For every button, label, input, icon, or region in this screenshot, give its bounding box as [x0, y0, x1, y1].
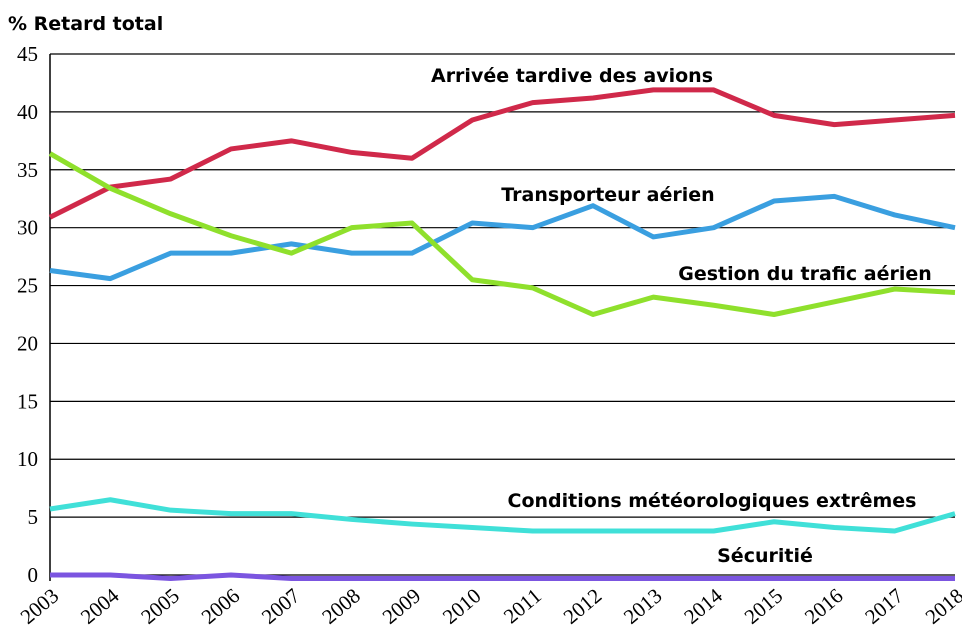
y-tick-label: 30: [17, 216, 38, 240]
x-tick-label: 2014: [679, 583, 727, 629]
series-line: [50, 572, 955, 581]
y-axis-label: % Retard total: [8, 13, 163, 35]
x-tick-label: 2018: [921, 583, 962, 628]
series-label: Gestion du trafic aérien: [678, 263, 932, 285]
x-tick-label: 2009: [378, 583, 426, 628]
x-tick-label: 2008: [317, 583, 365, 628]
x-tick-label: 2010: [438, 583, 486, 628]
series-line: [48, 151, 956, 318]
series-label: Sécuritié: [717, 545, 813, 567]
x-tick-label: 2004: [76, 583, 124, 629]
x-tick-label: 2012: [559, 583, 607, 628]
y-tick-label: 20: [17, 331, 38, 355]
x-tick-label: 2006: [197, 583, 245, 628]
x-tick-label: 2015: [740, 583, 788, 628]
x-tick-label: 2017: [860, 583, 908, 628]
x-tick-label: 2011: [499, 583, 546, 628]
x-tick-label: 2016: [800, 583, 848, 628]
y-tick-label: 0: [28, 563, 39, 587]
series-line: [48, 87, 956, 220]
x-tick-label: 2013: [619, 583, 667, 628]
series-line: [49, 497, 956, 534]
series-label: Transporteur aérien: [501, 184, 714, 206]
y-tick-label: 10: [17, 447, 38, 471]
x-tick-label: 2005: [136, 583, 184, 628]
y-tick-label: 45: [17, 42, 38, 66]
series-label: Conditions météorologiques extrêmes: [508, 490, 917, 512]
y-tick-label: 15: [17, 389, 38, 413]
y-tick-label: 5: [28, 505, 39, 529]
y-tick-label: 25: [17, 274, 38, 298]
series-line: [49, 193, 956, 282]
x-tick-label: 2003: [16, 583, 64, 628]
x-tick-label: 2007: [257, 583, 305, 628]
y-tick-label: 35: [17, 158, 38, 182]
series-label: Arrivée tardive des avions: [431, 65, 713, 87]
y-tick-label: 40: [17, 100, 38, 124]
